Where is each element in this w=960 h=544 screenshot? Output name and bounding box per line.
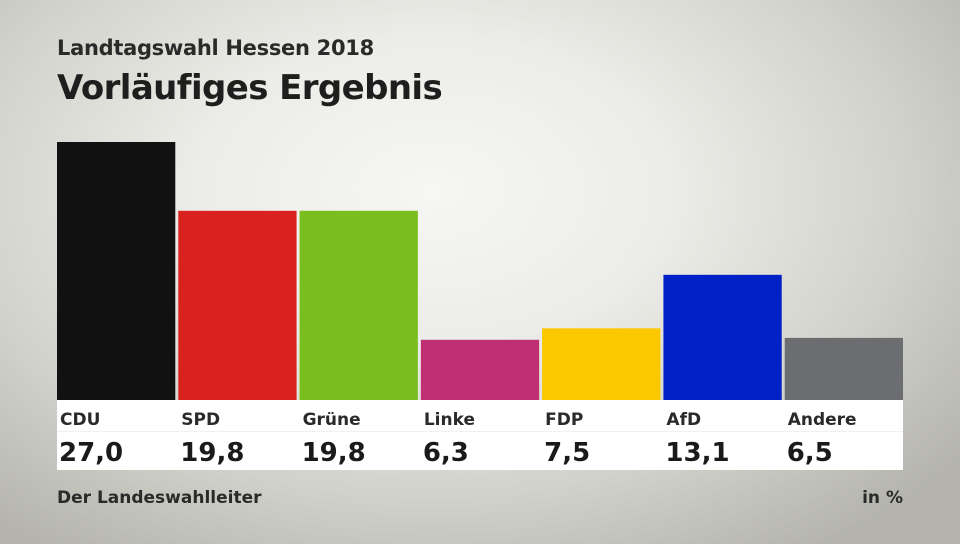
value-label: 19,8	[180, 438, 244, 468]
value-label: 6,5	[787, 438, 833, 468]
bar-grüne	[299, 210, 418, 400]
value-label: 19,8	[302, 438, 366, 468]
category-label: Andere	[788, 410, 857, 430]
chart-title: Vorläufiges Ergebnis	[57, 68, 443, 108]
chart-subtitle: Landtagswahl Hessen 2018	[57, 36, 374, 60]
source-label: Der Landeswahlleiter	[57, 488, 262, 508]
category-label: SPD	[181, 410, 220, 430]
value-label: 13,1	[665, 438, 729, 468]
category-label: FDP	[545, 410, 583, 430]
bar-spd	[178, 210, 297, 400]
bar-andere	[784, 337, 903, 400]
value-label: 27,0	[59, 438, 123, 468]
value-label: 7,5	[544, 438, 590, 468]
category-label: Linke	[424, 410, 475, 430]
bar-cdu	[57, 142, 176, 400]
bar-linke	[420, 339, 540, 400]
category-label: AfD	[666, 410, 701, 430]
category-label: Grüne	[303, 410, 361, 430]
bar-afd	[663, 274, 782, 400]
value-label: 6,3	[423, 438, 469, 468]
category-label: CDU	[60, 410, 100, 430]
label-panel	[57, 400, 903, 470]
unit-label: in %	[862, 488, 903, 508]
bar-fdp	[542, 328, 661, 400]
label-divider	[57, 431, 903, 432]
